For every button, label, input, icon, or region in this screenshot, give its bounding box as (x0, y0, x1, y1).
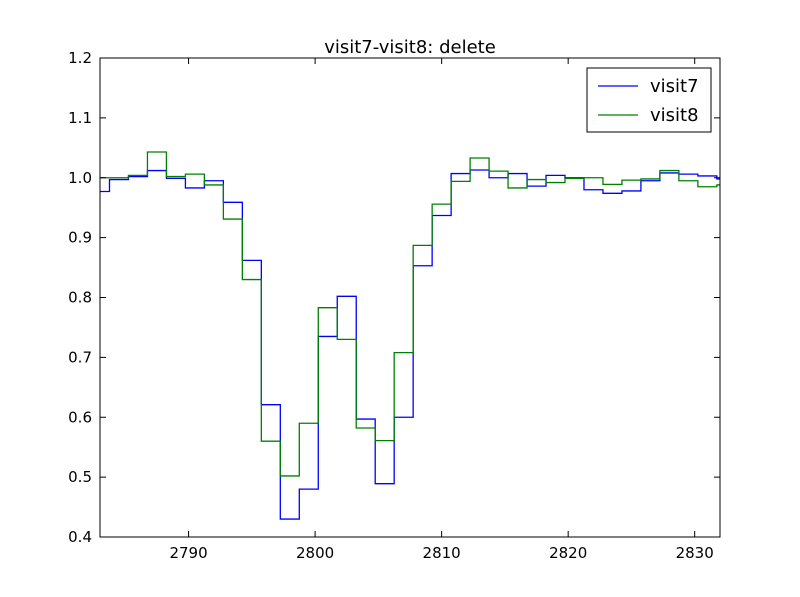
legend-box (586, 67, 712, 133)
y-tick-label: 1.0 (68, 169, 92, 187)
series-layer (100, 151, 720, 520)
y-tick-label: 0.7 (68, 348, 92, 366)
x-tick-label: 2820 (549, 544, 587, 562)
legend: visit7 visit8 (586, 67, 712, 133)
y-tick-label: 1.1 (68, 109, 92, 127)
y-tick-label: 0.6 (68, 408, 92, 426)
y-tick-label: 0.4 (68, 528, 92, 546)
x-tick-label: 2810 (423, 544, 461, 562)
x-tick-label: 2830 (676, 544, 714, 562)
plot-frame (99, 57, 721, 538)
y-tick-label: 1.2 (68, 49, 92, 67)
legend-label-visit8: visit8 (650, 105, 699, 126)
y-tick-label: 0.8 (68, 289, 92, 307)
tick-layer: 2790 2800 2810 2820 2830 0.4 0.5 0.6 0.7 0.8 0.9 1.… (68, 49, 720, 562)
x-tick-label: 2800 (296, 544, 334, 562)
series-line-visit8 (100, 151, 720, 477)
y-tick-label: 0.9 (68, 229, 92, 247)
legend-label-visit7: visit7 (650, 76, 699, 97)
chart-title: visit7-visit8: delete (324, 37, 496, 58)
x-tick-label: 2790 (169, 544, 207, 562)
y-tick-label: 0.5 (68, 468, 92, 486)
